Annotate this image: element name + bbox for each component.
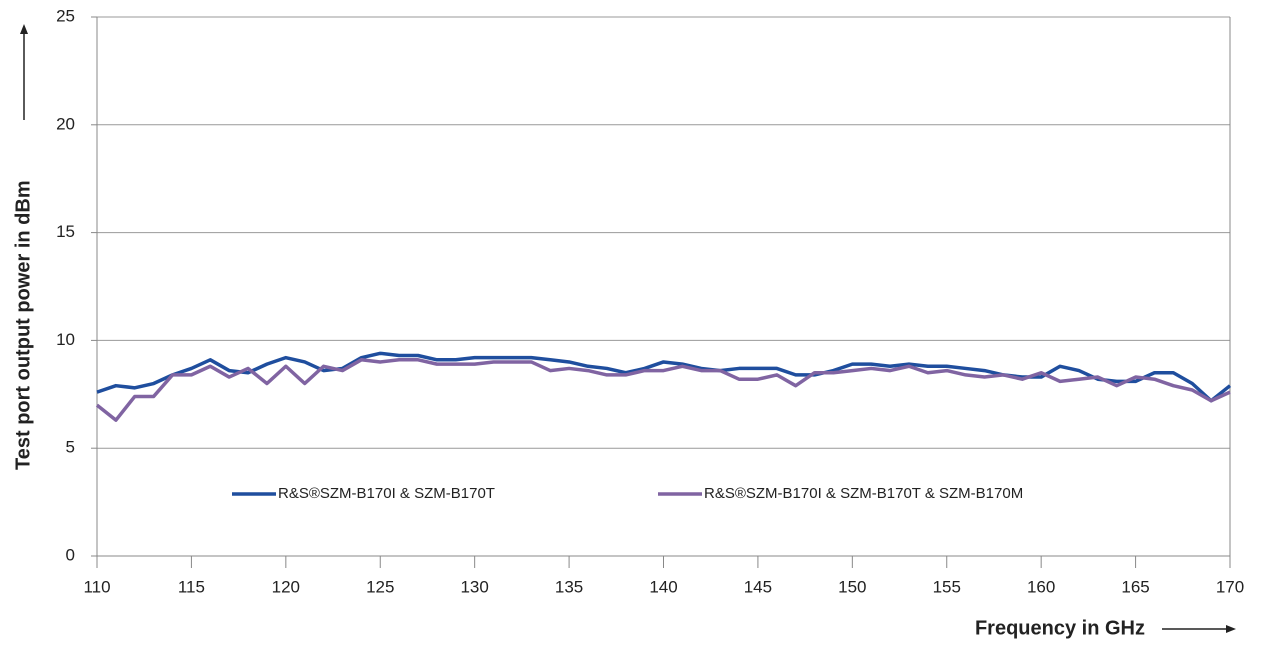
y-tick-label: 10 (56, 330, 75, 349)
x-tick-label: 160 (1027, 577, 1055, 596)
y-tick-label: 15 (56, 222, 75, 241)
x-tick-label: 110 (83, 577, 110, 596)
x-tick-label: 150 (838, 577, 866, 596)
x-tick-label: 130 (460, 577, 488, 596)
x-tick-label: 135 (555, 577, 583, 596)
series-line (96, 351, 1232, 403)
legend-label: R&S®SZM-B170I & SZM-B170T (278, 485, 495, 502)
x-tick-label: 125 (366, 577, 394, 596)
x-tick-label: 140 (649, 577, 677, 596)
x-tick-label: 170 (1216, 577, 1244, 596)
y-tick-label: 20 (56, 114, 75, 133)
series-line (95, 358, 1231, 422)
x-tick-label: 145 (744, 577, 772, 596)
x-axis-title: Frequency in GHz (975, 617, 1145, 639)
y-tick-label: 0 (66, 545, 75, 564)
y-tick-label: 5 (66, 438, 75, 457)
legend-label: R&S®SZM-B170I & SZM-B170T & SZM-B170M (704, 485, 1023, 502)
y-axis-title: Test port output power in dBm (12, 180, 34, 470)
y-title-arrow (20, 24, 28, 120)
x-title-arrow (1162, 625, 1236, 633)
x-tick-label: 120 (272, 577, 300, 596)
x-tick-label: 115 (178, 577, 205, 596)
x-tick-label: 165 (1121, 577, 1149, 596)
x-tick-label: 155 (933, 577, 961, 596)
y-tick-label: 25 (56, 6, 75, 25)
